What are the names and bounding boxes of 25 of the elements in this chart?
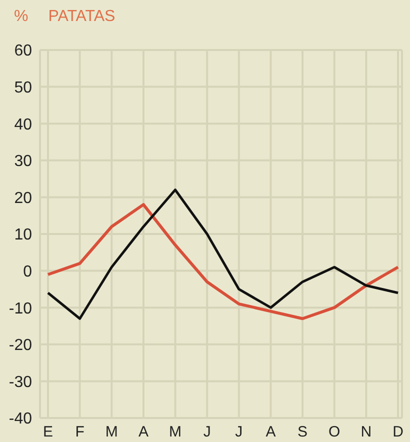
x-tick-label: A	[266, 424, 276, 441]
y-tick-label: 40	[14, 116, 32, 134]
x-tick-label: J	[235, 424, 243, 441]
x-tick-label: N	[360, 424, 372, 441]
x-tick-label: F	[75, 424, 84, 441]
chart-title: PATATAS	[48, 8, 116, 25]
y-tick-label: -30	[8, 374, 32, 391]
x-tick-label: A	[138, 424, 148, 441]
x-tick-label: O	[328, 424, 340, 441]
y-tick-label: 30	[14, 153, 32, 170]
x-tick-label: S	[298, 424, 308, 441]
y-tick-label: -10	[8, 300, 32, 318]
x-tick-label: D	[392, 424, 404, 441]
x-tick-label: M	[169, 424, 182, 441]
y-tick-label: -20	[8, 337, 32, 354]
y-tick-label: 60	[14, 42, 32, 60]
y-axis-title: %	[14, 8, 28, 25]
y-tick-label: 20	[14, 190, 32, 207]
y-tick-label: 0	[23, 263, 32, 280]
y-tick-label: -40	[8, 410, 32, 428]
x-tick-label: M	[105, 424, 118, 441]
y-tick-label: 10	[14, 226, 32, 244]
y-tick-label: 50	[14, 79, 32, 96]
x-tick-label: J	[203, 424, 211, 441]
x-tick-label: E	[42, 424, 54, 441]
